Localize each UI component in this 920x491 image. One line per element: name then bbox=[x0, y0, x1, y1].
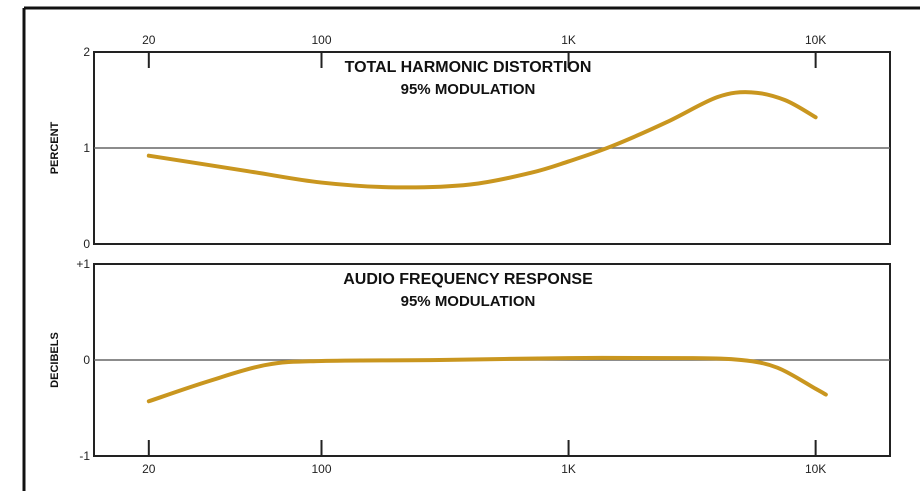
thd-data-point bbox=[749, 90, 754, 94]
thd-chart-subtitle: 95% MODULATION bbox=[401, 81, 536, 98]
response-data-point bbox=[566, 356, 571, 360]
thd-data-point bbox=[566, 159, 571, 164]
thd-data-point bbox=[783, 98, 787, 102]
thd-data-point bbox=[665, 120, 669, 124]
response-y-tick-label: +1 bbox=[76, 257, 90, 271]
response-data-points bbox=[147, 356, 828, 403]
response-x-tick-label: 10K bbox=[805, 462, 826, 476]
thd-x-tick-label: 10K bbox=[805, 33, 826, 47]
response-y-ticks: -1 0 +1 bbox=[76, 257, 90, 463]
response-data-point bbox=[739, 358, 743, 362]
response-x-ticks: 20 100 1K 10K bbox=[142, 440, 826, 476]
response-data-point bbox=[684, 356, 689, 360]
thd-data-point bbox=[528, 171, 532, 175]
thd-y-tick-label: 0 bbox=[83, 237, 90, 251]
response-data-point bbox=[775, 366, 779, 370]
response-data-point bbox=[147, 399, 151, 403]
response-y-axis-label: DECIBELS bbox=[49, 332, 61, 388]
thd-panel: 20 100 1K 10K 0 1 2 TOTAL HARMONIC DISTORTION… bbox=[49, 33, 891, 251]
thd-y-tick-label: 2 bbox=[83, 45, 90, 59]
response-x-tick-label: 20 bbox=[142, 462, 156, 476]
thd-x-tick-label: 20 bbox=[142, 33, 156, 47]
thd-data-point bbox=[468, 182, 472, 187]
thd-x-ticks: 20 100 1K 10K bbox=[142, 33, 826, 68]
response-y-tick-label: -1 bbox=[79, 449, 90, 463]
response-data-point bbox=[824, 392, 828, 397]
response-x-tick-label: 1K bbox=[561, 462, 576, 476]
thd-x-tick-label: 100 bbox=[311, 33, 331, 47]
thd-data-point bbox=[394, 185, 398, 189]
thd-y-ticks: 0 1 2 bbox=[83, 45, 90, 251]
response-y-tick-label: 0 bbox=[83, 353, 90, 367]
thd-y-tick-label: 1 bbox=[83, 141, 90, 155]
thd-data-point bbox=[814, 115, 818, 119]
response-series-line bbox=[146, 355, 828, 404]
thd-series-line bbox=[146, 90, 818, 190]
response-data-point bbox=[814, 387, 818, 391]
thd-data-point bbox=[147, 154, 151, 158]
frequency-response-panel: 20 100 1K 10K -1 0 +1 AUDIO FREQUENCY RESPONS… bbox=[49, 257, 891, 476]
response-data-point bbox=[437, 358, 441, 362]
thd-chart-title: TOTAL HARMONIC DISTORTION bbox=[345, 59, 592, 76]
response-data-point bbox=[265, 363, 269, 367]
response-chart-title: AUDIO FREQUENCY RESPONSE bbox=[343, 271, 593, 288]
thd-data-point bbox=[245, 169, 249, 173]
thd-data-point bbox=[319, 180, 324, 185]
response-data-point bbox=[319, 359, 324, 363]
response-data-point bbox=[207, 379, 211, 383]
thd-y-axis-label: PERCENT bbox=[49, 121, 61, 174]
response-chart-subtitle: 95% MODULATION bbox=[401, 293, 536, 310]
thd-x-tick-label: 1K bbox=[561, 33, 576, 47]
thd-data-point bbox=[715, 95, 719, 99]
thd-data-points bbox=[147, 90, 818, 189]
response-x-tick-label: 100 bbox=[311, 462, 331, 476]
thd-data-point bbox=[610, 144, 614, 148]
